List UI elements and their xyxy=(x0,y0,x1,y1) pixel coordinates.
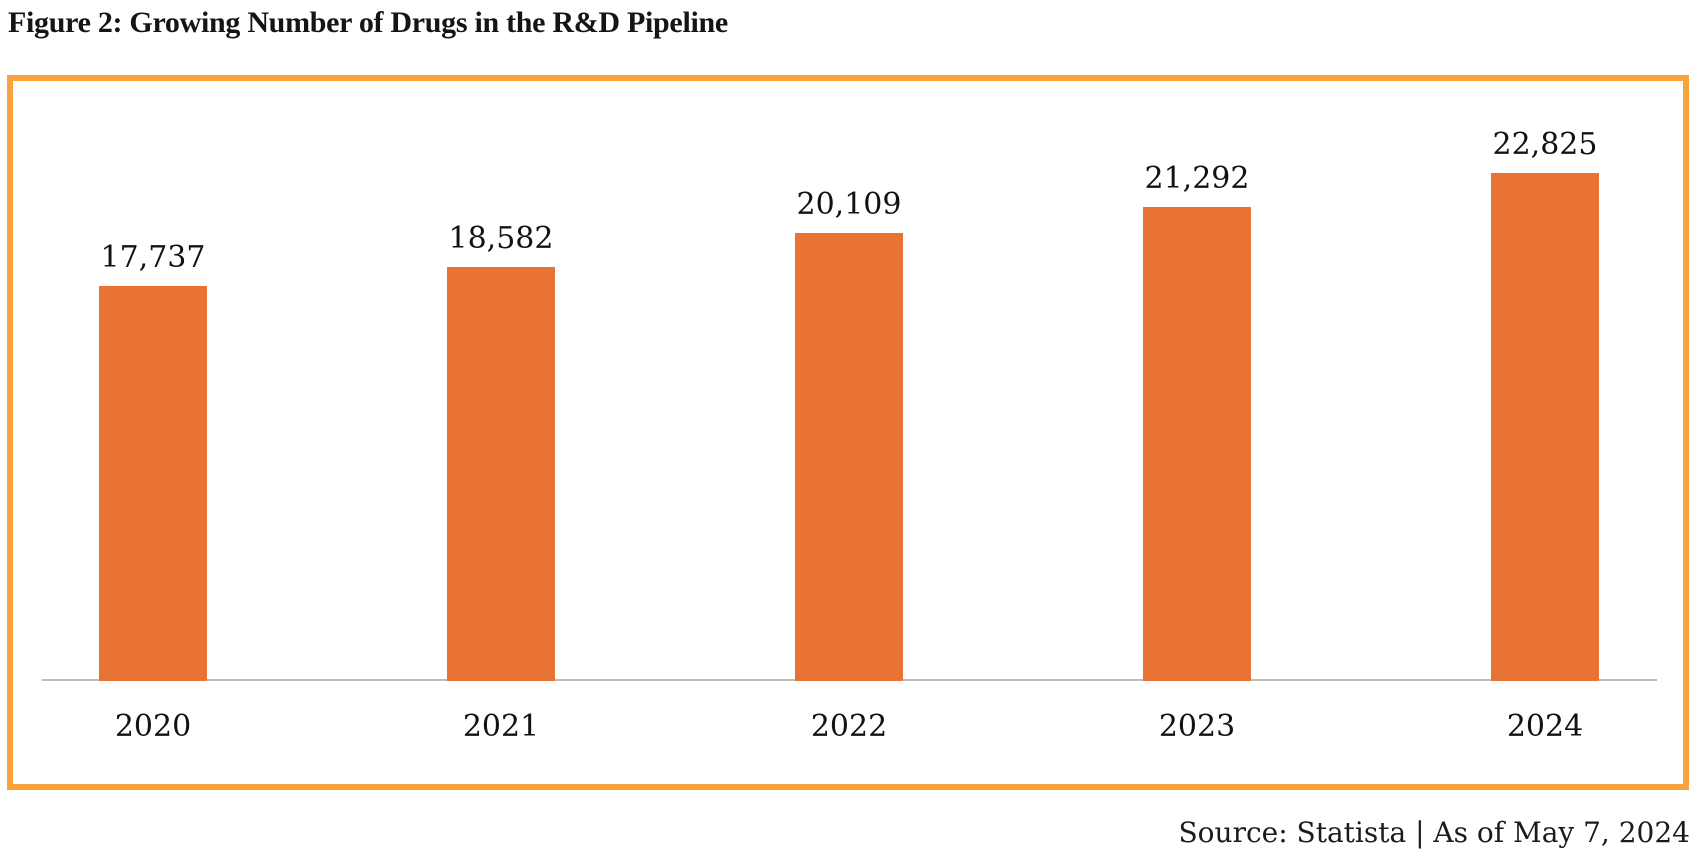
bar-value-label-2023: 21,292 xyxy=(1144,161,1250,196)
bar-2022 xyxy=(795,233,903,681)
x-axis-label-2021: 2021 xyxy=(462,709,540,744)
bar-value-label-2022: 20,109 xyxy=(796,187,902,222)
x-axis-label-2020: 2020 xyxy=(114,709,192,744)
plot-area: 17,737 2020 18,582 2021 20,109 2022 21,292 2023… xyxy=(13,81,1683,784)
chart-frame: 17,737 2020 18,582 2021 20,109 2022 21,292 2023… xyxy=(7,75,1689,790)
bar-2020 xyxy=(99,286,207,681)
bar-value-label-2020: 17,737 xyxy=(100,240,206,275)
source-caption: Source: Statista | As of May 7, 2024 xyxy=(1178,816,1691,849)
bar-value-label-2021: 18,582 xyxy=(448,221,554,256)
x-axis-label-2022: 2022 xyxy=(810,709,888,744)
bar-2023 xyxy=(1143,207,1251,681)
x-axis-label-2023: 2023 xyxy=(1158,709,1236,744)
bar-2021 xyxy=(447,267,555,681)
figure-title: Figure 2: Growing Number of Drugs in the… xyxy=(8,6,728,39)
bar-2024 xyxy=(1491,173,1599,681)
x-axis-label-2024: 2024 xyxy=(1506,709,1584,744)
bar-value-label-2024: 22,825 xyxy=(1492,127,1598,162)
